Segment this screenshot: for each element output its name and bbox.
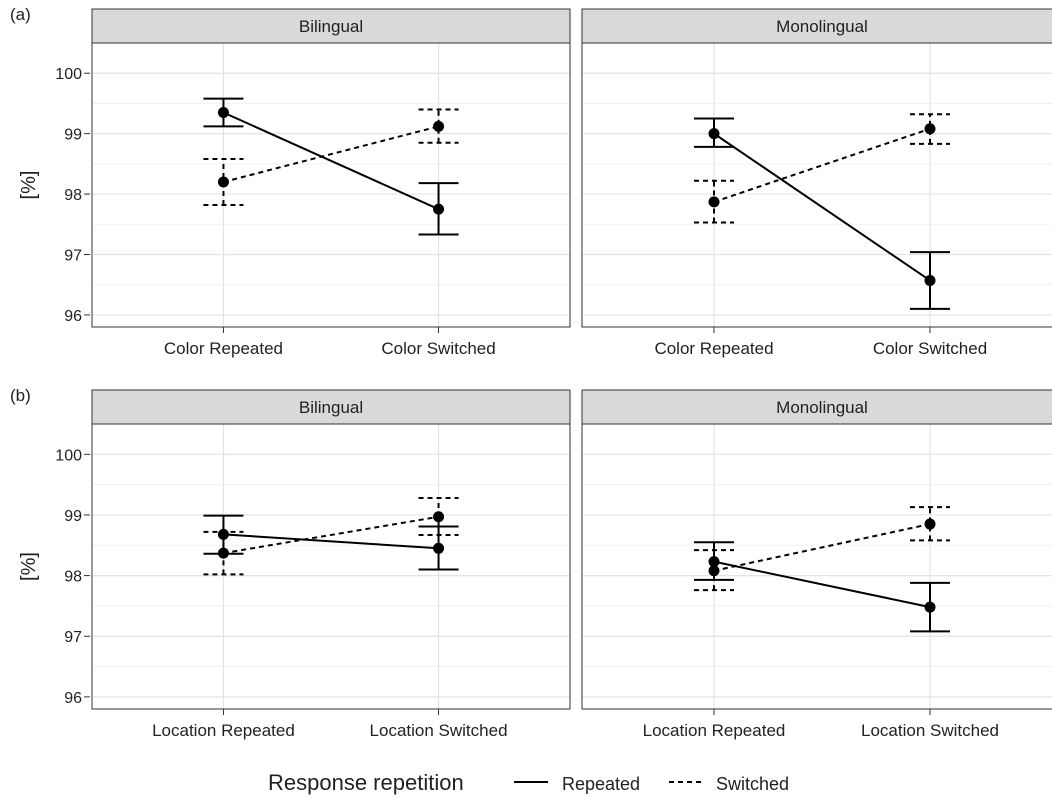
x-tick-label: Color Switched [873, 339, 987, 358]
x-tick-label: Location Switched [370, 721, 508, 740]
facet-panel: Bilingual Location Repeated Location Switc… [91, 389, 571, 740]
data-point-switched [924, 518, 936, 530]
panel-border [581, 423, 1052, 710]
y-tick-label: 99 [64, 508, 82, 525]
y-tick-label: 100 [55, 447, 82, 464]
data-point-repeated [924, 601, 936, 613]
data-point-repeated [433, 542, 445, 554]
x-tick-label: Location Repeated [152, 721, 295, 740]
legend: Response repetition Repeated Switched [268, 770, 789, 795]
facet-strip [91, 8, 571, 44]
facet-strip [581, 8, 1052, 44]
data-point-switched [217, 547, 229, 559]
legend-label-repeated: Repeated [562, 774, 640, 794]
series-line-repeated [223, 533, 439, 550]
facet-panel: Monolingual Location Repeated Location Swi… [581, 389, 1052, 740]
series-line-switched [713, 127, 931, 203]
y-tick-label: 97 [64, 629, 82, 646]
panel-label: (b) [10, 386, 31, 405]
facet-strip-label: Monolingual [776, 17, 868, 36]
facet-strip [91, 389, 571, 425]
series-line-switched [223, 125, 439, 183]
data-point-repeated [708, 128, 720, 140]
data-point-switched [433, 511, 445, 523]
y-tick-label: 96 [64, 690, 82, 707]
plot-background [582, 424, 1052, 709]
data-point-repeated [433, 203, 445, 215]
data-point-repeated [924, 274, 936, 286]
facet-strip-label: Bilingual [299, 398, 363, 417]
x-tick-label: Location Switched [861, 721, 999, 740]
data-point-switched [217, 176, 229, 188]
legend-title: Response repetition [268, 770, 464, 795]
plot-background [92, 424, 570, 709]
y-axis-label: [%] [18, 171, 40, 200]
data-point-switched [708, 196, 720, 208]
facet-strip [581, 389, 1052, 425]
series-line-repeated [713, 132, 931, 282]
plot-background [582, 43, 1052, 327]
facet-strip-label: Bilingual [299, 17, 363, 36]
panel-border [91, 423, 571, 710]
y-tick-label: 98 [64, 569, 82, 586]
chart-panels: (a) [%] 96 97 98 99 100 Bilingual Color Repeated… [10, 5, 1052, 740]
plot-background [92, 43, 570, 327]
series-line-repeated [223, 111, 439, 211]
x-tick-label: Color Repeated [654, 339, 773, 358]
legend-label-switched: Switched [716, 774, 789, 794]
panel-border [91, 42, 571, 328]
series-line-repeated [713, 560, 931, 609]
facet-strip-label: Monolingual [776, 398, 868, 417]
panel-label: (a) [10, 5, 31, 24]
y-tick-label: 98 [64, 187, 82, 204]
y-tick-label: 99 [64, 127, 82, 144]
data-point-repeated [217, 106, 229, 118]
data-point-switched [924, 123, 936, 135]
facet-panel: Monolingual Color Repeated Color Switched [581, 8, 1052, 358]
facet-panel: Bilingual Color Repeated Color Switched [91, 8, 571, 358]
x-tick-label: Location Repeated [643, 721, 786, 740]
x-tick-label: Color Repeated [164, 339, 283, 358]
y-tick-label: 96 [64, 308, 82, 325]
data-point-switched [708, 565, 720, 577]
y-tick-label: 100 [55, 66, 82, 83]
y-axis-label: [%] [18, 552, 40, 581]
series-line-switched [223, 515, 439, 555]
panel-border [581, 42, 1052, 328]
series-line-switched [713, 523, 931, 572]
x-tick-label: Color Switched [381, 339, 495, 358]
y-tick-label: 97 [64, 247, 82, 264]
data-point-switched [433, 120, 445, 132]
